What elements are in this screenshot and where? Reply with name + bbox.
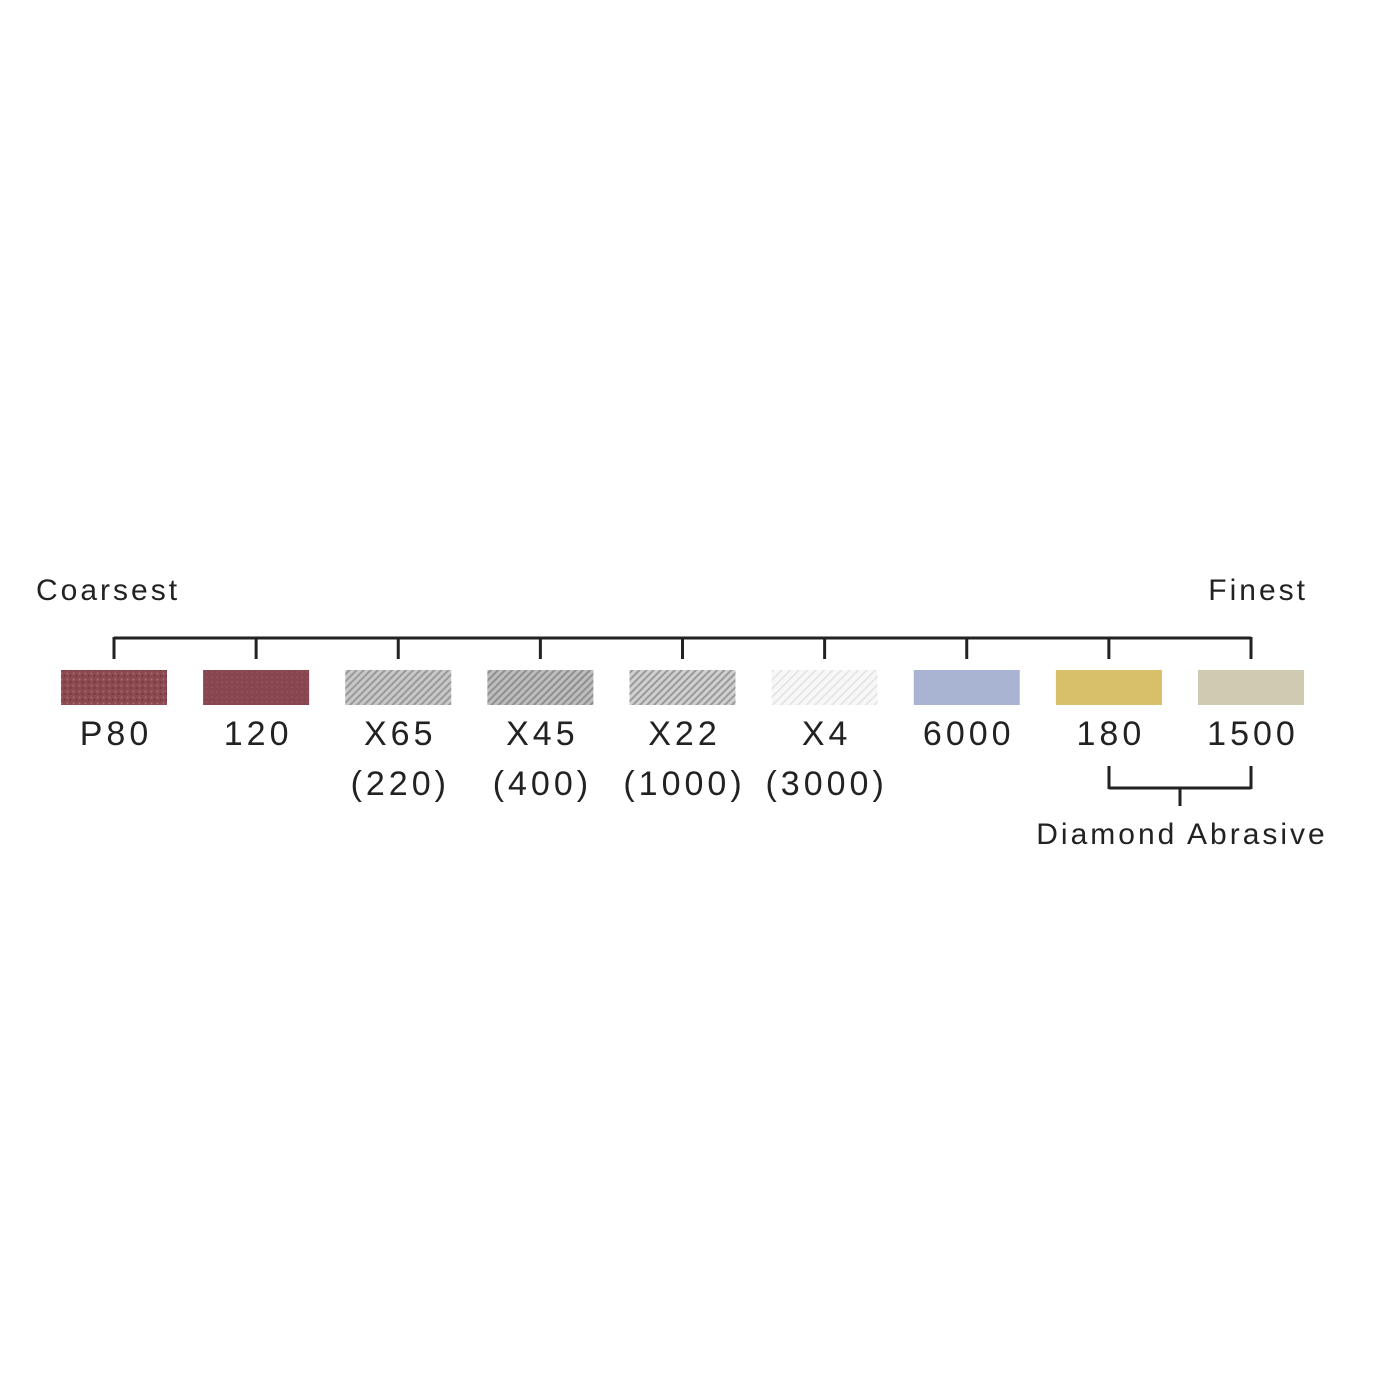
swatch xyxy=(61,670,167,705)
swatch xyxy=(345,670,452,705)
grit-label: X22 xyxy=(648,715,721,753)
start-label: Coarsest xyxy=(36,574,180,607)
grit-label: X65 xyxy=(364,715,437,753)
grit-equivalent: (220) xyxy=(351,765,450,803)
grit-label: X45 xyxy=(506,715,579,753)
end-label: Finest xyxy=(1208,574,1308,607)
grit-equivalent: (3000) xyxy=(765,765,887,803)
swatch xyxy=(203,670,310,705)
grit-label: 6000 xyxy=(923,715,1015,753)
grit-label: X4 xyxy=(802,715,852,753)
grit-equivalent: (400) xyxy=(493,765,592,803)
swatch xyxy=(1055,670,1162,705)
swatch xyxy=(913,670,1020,705)
grit-label: P80 xyxy=(80,715,153,753)
swatch xyxy=(629,670,736,705)
swatch xyxy=(1198,670,1304,705)
grit-equivalent: (1000) xyxy=(623,765,745,803)
swatch xyxy=(487,670,594,705)
grit-label: 120 xyxy=(224,715,293,753)
group-label: Diamond Abrasive xyxy=(1036,818,1327,851)
swatch xyxy=(771,670,878,705)
grit-label: 180 xyxy=(1077,715,1146,753)
grit-label: 1500 xyxy=(1207,715,1299,753)
